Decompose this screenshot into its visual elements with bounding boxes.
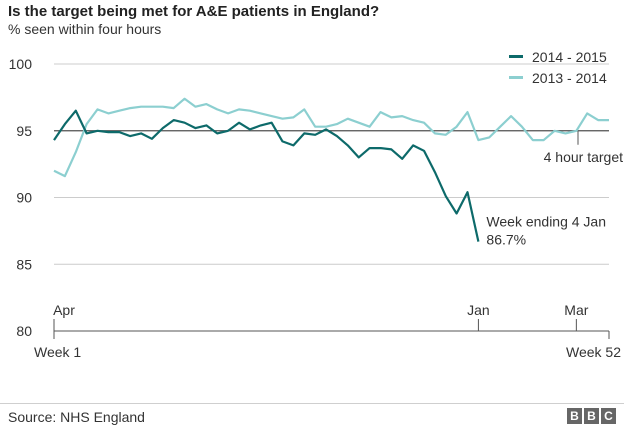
legend-item-2014-2015: 2014 - 2015 (509, 46, 607, 67)
x-tick-label: Mar (564, 302, 588, 318)
annotation-value: 86.7% (486, 232, 526, 248)
legend-swatch-2014-2015 (509, 55, 523, 58)
series-line-2014-2015 (53, 109, 480, 242)
line-chart: 80 85 90 95 100 Week 1 Week 52 Apr Jan Mar 4 hour … (9, 56, 623, 360)
target-label: 4 hour target (544, 149, 623, 165)
bbc-logo-letter: B (584, 408, 599, 424)
y-tick-label: 90 (16, 190, 32, 206)
legend-label-2013-2014: 2013 - 2014 (532, 69, 607, 86)
annotation-label: Week ending 4 Jan (486, 214, 606, 230)
y-tick-label: 95 (16, 123, 32, 139)
axes (53, 319, 610, 339)
legend-label-2014-2015: 2014 - 2015 (532, 48, 607, 65)
source-note: Source: NHS England (8, 409, 145, 425)
chart-labels: 80 85 90 95 100 Week 1 Week 52 Apr Jan Mar 4 hour … (9, 56, 623, 360)
footer-divider (0, 403, 624, 404)
y-tick-label: 85 (16, 256, 32, 272)
series-line-2013-2014 (53, 97, 609, 178)
x-tick-label: Week 1 (34, 344, 81, 360)
legend: 2014 - 2015 2013 - 2014 (509, 46, 607, 88)
y-tick-label: 100 (9, 56, 33, 72)
x-tick-label: Jan (467, 302, 490, 318)
bbc-logo: B B C (567, 408, 616, 424)
x-tick-label: Week 52 (566, 344, 621, 360)
legend-item-2013-2014: 2013 - 2014 (509, 67, 607, 88)
series-lines (53, 97, 609, 242)
legend-swatch-2013-2014 (509, 76, 523, 79)
chart-title: Is the target being met for A&E patients… (8, 3, 380, 20)
target-line-group (54, 130, 609, 145)
bbc-logo-letter: B (567, 408, 582, 424)
y-tick-label: 80 (16, 323, 32, 339)
chart-subtitle: % seen within four hours (8, 21, 162, 37)
x-tick-label: Apr (53, 302, 75, 318)
bbc-logo-letter: C (601, 408, 616, 424)
